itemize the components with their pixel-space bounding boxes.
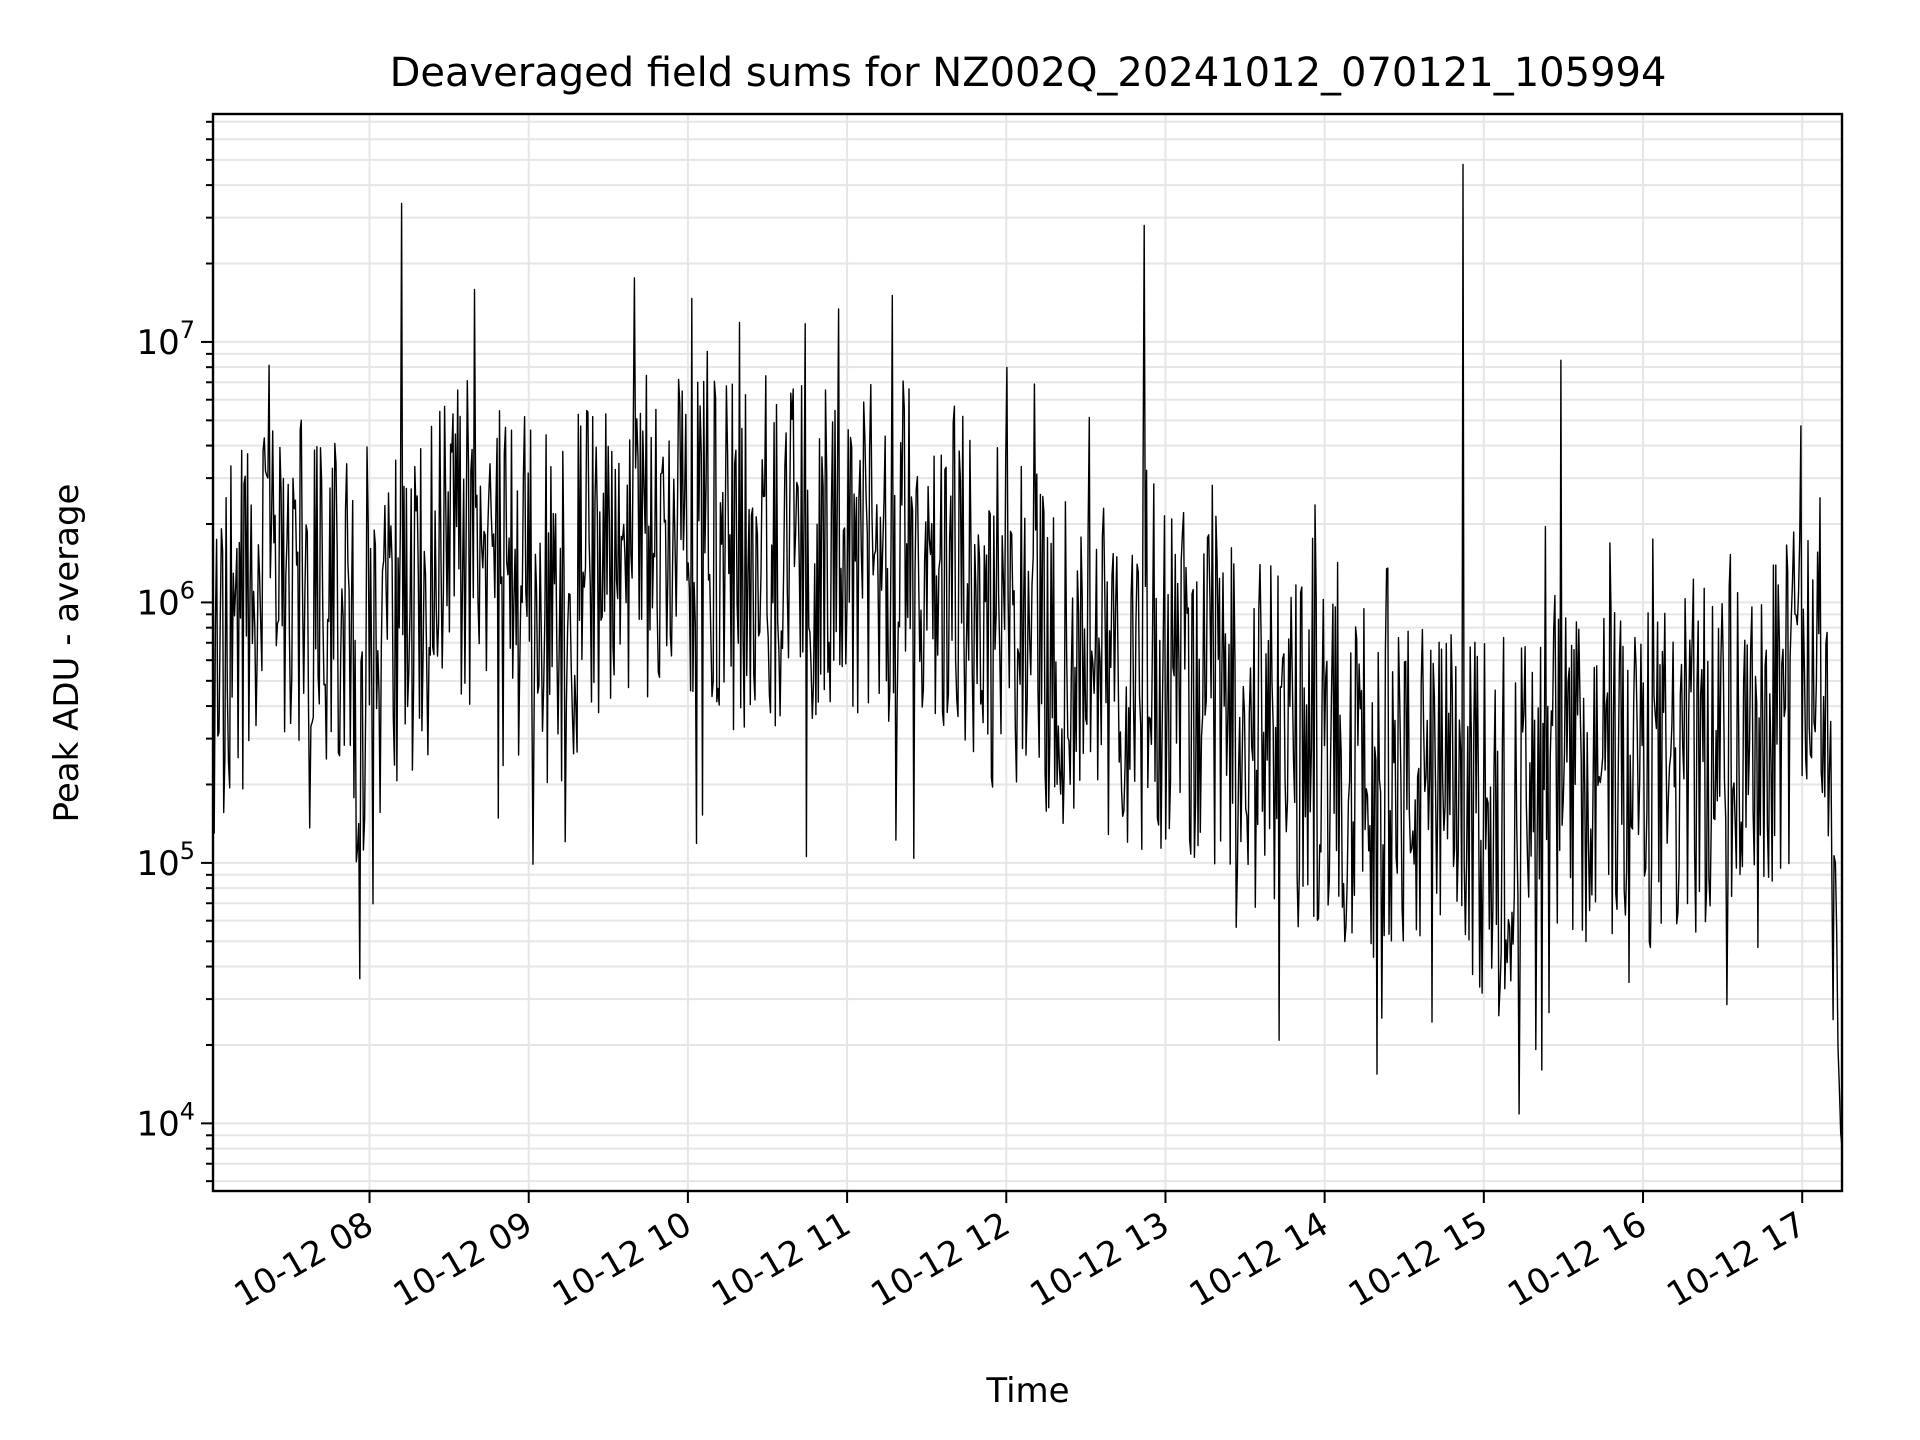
x-tick-label: 10-12 10 bbox=[546, 1204, 698, 1315]
y-axis-label: Peak ADU - average bbox=[47, 484, 87, 823]
plot-frame bbox=[211, 112, 1844, 1193]
x-tick-label: 10-12 08 bbox=[228, 1204, 380, 1315]
x-tick-label: 10-12 16 bbox=[1501, 1204, 1653, 1315]
x-tick-label: 10-12 12 bbox=[864, 1204, 1016, 1315]
x-tick-label: 10-12 15 bbox=[1342, 1204, 1494, 1315]
x-tick-label: 10-12 11 bbox=[705, 1204, 857, 1315]
x-tick-label: 10-12 09 bbox=[387, 1204, 539, 1315]
y-tick-label: 104 bbox=[136, 1097, 195, 1144]
x-tick-label: 10-12 17 bbox=[1660, 1204, 1812, 1315]
x-tick-label: 10-12 14 bbox=[1183, 1204, 1335, 1315]
y-tick-label: 105 bbox=[136, 837, 195, 884]
x-axis-label: Time bbox=[985, 1371, 1069, 1411]
series-line bbox=[212, 163, 1843, 1149]
y-tick-label: 107 bbox=[136, 316, 195, 363]
chart-title: Deaveraged field sums for NZ002Q_2024101… bbox=[390, 50, 1667, 96]
series-layer bbox=[212, 163, 1843, 1149]
x-tick-label: 10-12 13 bbox=[1024, 1204, 1176, 1315]
y-tick-label: 106 bbox=[136, 576, 195, 623]
